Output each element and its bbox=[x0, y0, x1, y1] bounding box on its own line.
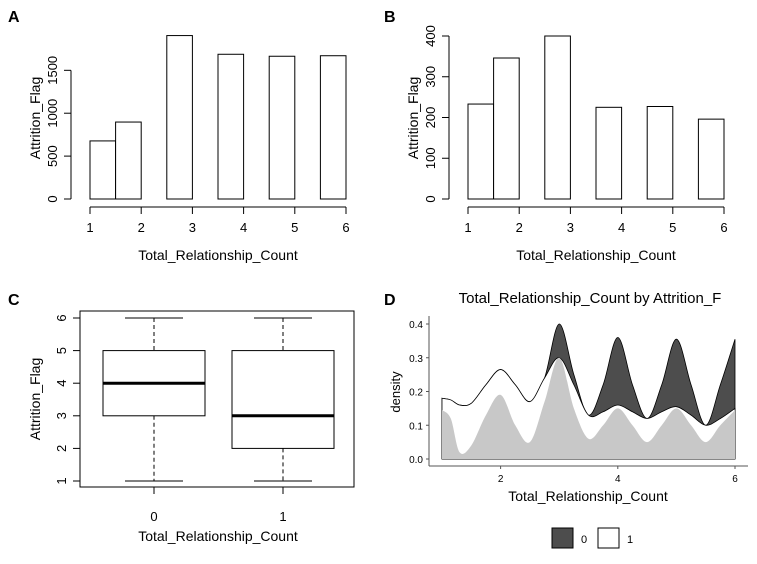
y-tick-label: 100 bbox=[423, 147, 438, 169]
histogram-bar bbox=[467, 103, 495, 200]
panel-b-bars bbox=[467, 35, 725, 200]
box-iqr bbox=[231, 350, 335, 449]
x-tick-label: 3 bbox=[567, 220, 574, 235]
y-tick-label: 1 bbox=[54, 477, 69, 484]
panel-d-x-ticks: 2 4 6 bbox=[498, 466, 738, 485]
panel-c-y-ticks: 1 2 3 4 5 6 bbox=[54, 314, 80, 485]
x-tick-label: 5 bbox=[291, 220, 298, 235]
panel-d-x-label: Total_Relationship_Count bbox=[508, 488, 668, 504]
x-tick-label: 1 bbox=[279, 509, 286, 524]
legend-label: 1 bbox=[627, 534, 633, 546]
panel-label-d: D bbox=[384, 292, 396, 309]
panel-label-a: A bbox=[8, 9, 20, 26]
panel-c-y-label: Attrition_Flag bbox=[27, 358, 43, 440]
panel-b-x-ticks: 1 2 3 4 5 6 bbox=[464, 207, 728, 235]
x-tick-label: 6 bbox=[720, 220, 727, 235]
histogram-bar bbox=[115, 121, 142, 200]
panel-b-y-label: Attrition_Flag bbox=[405, 77, 421, 159]
y-tick-label: 200 bbox=[423, 107, 438, 129]
x-tick-label: 2 bbox=[138, 220, 145, 235]
x-tick-label: 5 bbox=[669, 220, 676, 235]
y-tick-label: 0 bbox=[423, 195, 438, 202]
panel-a-histogram: 0 500 1000 1500 1 2 3 4 5 6 Total_Relationship_C… bbox=[27, 35, 350, 263]
y-tick-label: 400 bbox=[423, 25, 438, 47]
histogram-bar bbox=[544, 35, 571, 200]
y-tick-label: 6 bbox=[54, 314, 69, 321]
y-tick-label: 500 bbox=[45, 145, 60, 167]
x-tick-label: 4 bbox=[615, 474, 621, 485]
y-tick-label: 0.2 bbox=[409, 388, 423, 399]
legend-swatch bbox=[551, 527, 574, 549]
panel-d-y-label: density bbox=[388, 371, 403, 413]
legend-swatch bbox=[597, 527, 620, 549]
panel-c-boxes bbox=[102, 317, 335, 482]
panel-label-c: C bbox=[8, 292, 20, 309]
panel-c-x-label: Total_Relationship_Count bbox=[138, 528, 298, 544]
panel-d-title: Total_Relationship_Count by Attrition_F bbox=[459, 290, 722, 307]
x-tick-label: 6 bbox=[732, 474, 738, 485]
y-tick-label: 1500 bbox=[45, 56, 60, 85]
histogram-bar bbox=[217, 53, 245, 200]
y-tick-label: 0.4 bbox=[409, 320, 423, 331]
panel-a-x-ticks: 1 2 3 4 5 6 bbox=[86, 207, 350, 235]
x-tick-label: 1 bbox=[464, 220, 471, 235]
histogram-bar bbox=[595, 106, 623, 200]
panel-a-bars bbox=[89, 35, 347, 200]
panel-b-y-ticks: 0 100 200 300 400 bbox=[423, 25, 449, 203]
panel-a-x-label: Total_Relationship_Count bbox=[138, 247, 298, 263]
panel-label-b: B bbox=[384, 9, 396, 26]
y-tick-label: 4 bbox=[54, 380, 69, 387]
histogram-bar bbox=[697, 118, 725, 200]
panel-a-y-label: Attrition_Flag bbox=[27, 77, 43, 159]
y-tick-label: 0.1 bbox=[409, 421, 423, 432]
x-tick-label: 4 bbox=[240, 220, 247, 235]
histogram-bar bbox=[319, 55, 347, 200]
y-tick-label: 300 bbox=[423, 66, 438, 88]
legend-label: 0 bbox=[581, 534, 587, 546]
panel-a-y-ticks: 0 500 1000 1500 bbox=[45, 56, 71, 203]
histogram-bar bbox=[268, 55, 296, 200]
histogram-bar bbox=[646, 105, 674, 200]
x-tick-label: 0 bbox=[150, 509, 157, 524]
panel-d-y-ticks: 0.0 0.1 0.2 0.3 0.4 bbox=[409, 320, 429, 466]
panel-b-histogram: 0 100 200 300 400 1 2 3 4 5 6 Total_Relationship_… bbox=[405, 25, 728, 263]
y-tick-label: 2 bbox=[54, 445, 69, 452]
panel-c-frame bbox=[79, 310, 355, 488]
histogram-bar bbox=[493, 57, 520, 200]
x-tick-label: 3 bbox=[189, 220, 196, 235]
panel-d-density: Total_Relationship_Count by Attrition_F … bbox=[388, 290, 748, 549]
histogram-bar bbox=[89, 140, 117, 200]
x-tick-label: 4 bbox=[618, 220, 625, 235]
histogram-bar bbox=[166, 35, 193, 200]
y-tick-label: 0 bbox=[45, 195, 60, 202]
x-tick-label: 2 bbox=[498, 474, 504, 485]
y-tick-label: 5 bbox=[54, 347, 69, 354]
x-tick-label: 6 bbox=[342, 220, 349, 235]
y-tick-label: 0.0 bbox=[409, 455, 423, 466]
x-tick-label: 1 bbox=[86, 220, 93, 235]
y-tick-label: 0.3 bbox=[409, 354, 423, 365]
y-tick-label: 3 bbox=[54, 412, 69, 419]
panel-b-x-label: Total_Relationship_Count bbox=[516, 247, 676, 263]
density-area-1-lower bbox=[442, 357, 735, 459]
y-tick-label: 1000 bbox=[45, 99, 60, 128]
x-tick-label: 2 bbox=[516, 220, 523, 235]
